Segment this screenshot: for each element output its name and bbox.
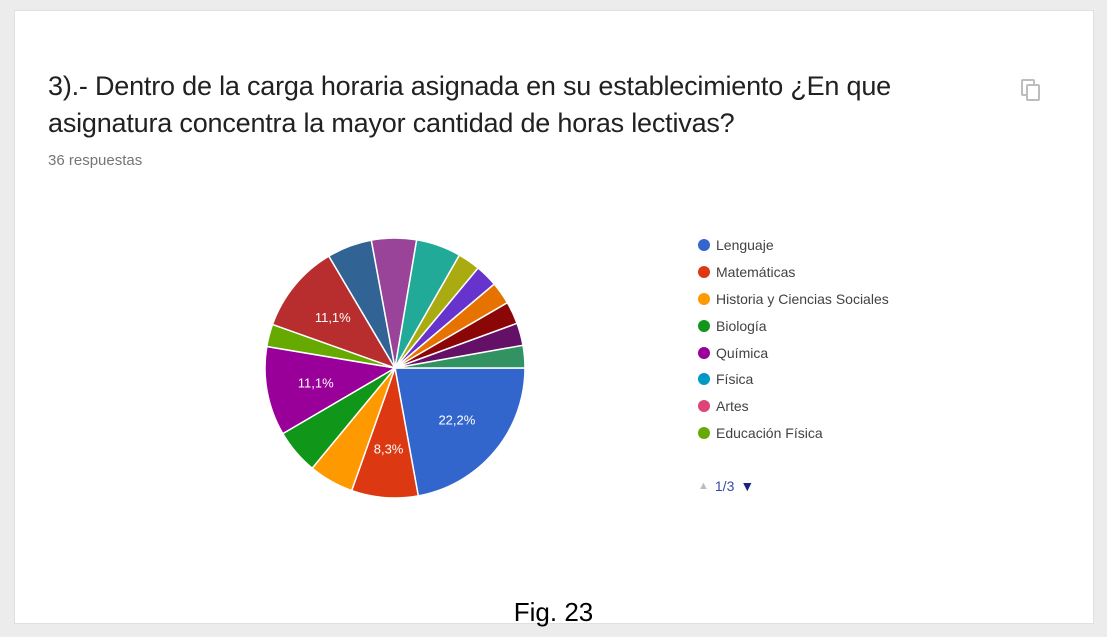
legend-label: Historia y Ciencias Sociales xyxy=(716,290,889,307)
copy-icon[interactable] xyxy=(1020,78,1042,102)
legend-item[interactable]: Lenguaje xyxy=(698,232,889,259)
response-count: 36 respuestas xyxy=(48,152,143,169)
legend-swatch xyxy=(698,239,710,252)
triangle-down-icon[interactable]: ▼ xyxy=(740,478,755,494)
pie-slice-7[interactable] xyxy=(271,255,397,370)
legend-swatch xyxy=(698,346,710,359)
legend-item[interactable]: Física xyxy=(698,366,889,393)
chart-legend: Lenguaje Matemáticas Historia y Ciencias S… xyxy=(698,232,889,446)
legend-label: Física xyxy=(716,371,754,388)
legend-label: Artes xyxy=(716,398,749,415)
legend-label: Educación Física xyxy=(716,424,823,441)
legend-item[interactable]: Química xyxy=(698,339,889,366)
legend-pager: ▲ 1/3 ▼ xyxy=(698,478,754,494)
pie-slice-label: 22,2% xyxy=(438,413,475,428)
legend-item[interactable]: Historia y Ciencias Sociales xyxy=(698,286,889,313)
legend-label: Biología xyxy=(716,317,767,334)
legend-swatch xyxy=(698,292,710,305)
legend-swatch xyxy=(698,266,710,279)
legend-item[interactable]: Matemáticas xyxy=(698,259,889,286)
pie-slice-label: 11,1% xyxy=(298,376,334,391)
legend-swatch xyxy=(698,373,710,386)
legend-item[interactable]: Artes xyxy=(698,393,889,420)
pager-text: 1/3 xyxy=(714,478,735,494)
legend-swatch xyxy=(698,400,710,413)
legend-item[interactable]: Educación Física xyxy=(698,420,889,447)
pie-slice-label: 11,1% xyxy=(315,310,351,325)
legend-label: Química xyxy=(716,344,769,361)
legend-swatch xyxy=(698,426,710,439)
triangle-up-icon: ▲ xyxy=(698,480,709,492)
pie-slice-label: 8,3% xyxy=(374,441,404,456)
legend-label: Matemáticas xyxy=(716,264,796,281)
pie-slice-16[interactable] xyxy=(394,344,526,369)
pie-slice-1[interactable] xyxy=(394,367,526,497)
question-card xyxy=(14,10,1094,624)
figure-caption: Fig. 23 xyxy=(513,597,594,627)
question-title: 3).- Dentro de la carga horaria asignada… xyxy=(48,71,891,138)
legend-label: Lenguaje xyxy=(716,237,774,254)
pie-slice-5[interactable] xyxy=(264,345,398,435)
legend-swatch xyxy=(698,319,710,332)
legend-item[interactable]: Biología xyxy=(698,312,889,339)
